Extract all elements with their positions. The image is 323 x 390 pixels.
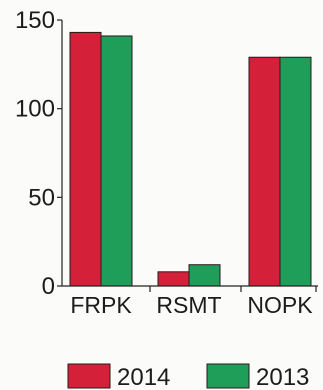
bar-rsmt-2014 (157, 271, 190, 287)
y-tick-label: 0 (42, 273, 55, 300)
y-tick-label: 100 (15, 96, 55, 123)
legend-swatch-2013 (206, 363, 250, 389)
bar-rsmt-2013 (188, 264, 221, 287)
bar-nopk-2014 (248, 56, 281, 287)
legend-swatch-2014 (67, 363, 111, 389)
legend-label-2014: 2014 (117, 364, 170, 390)
y-tick-label: 50 (28, 184, 55, 211)
bar-frpk-2014 (69, 31, 102, 287)
x-tick-label-frpk: FRPK (70, 292, 132, 318)
bar-frpk-2013 (100, 35, 133, 287)
x-tick-label-rsmt: RSMT (156, 292, 221, 318)
y-tick-label: 150 (15, 7, 55, 34)
legend-label-2013: 2013 (256, 364, 309, 390)
x-tick-label-nopk: NOPK (247, 292, 313, 318)
bar-nopk-2013 (279, 56, 312, 287)
